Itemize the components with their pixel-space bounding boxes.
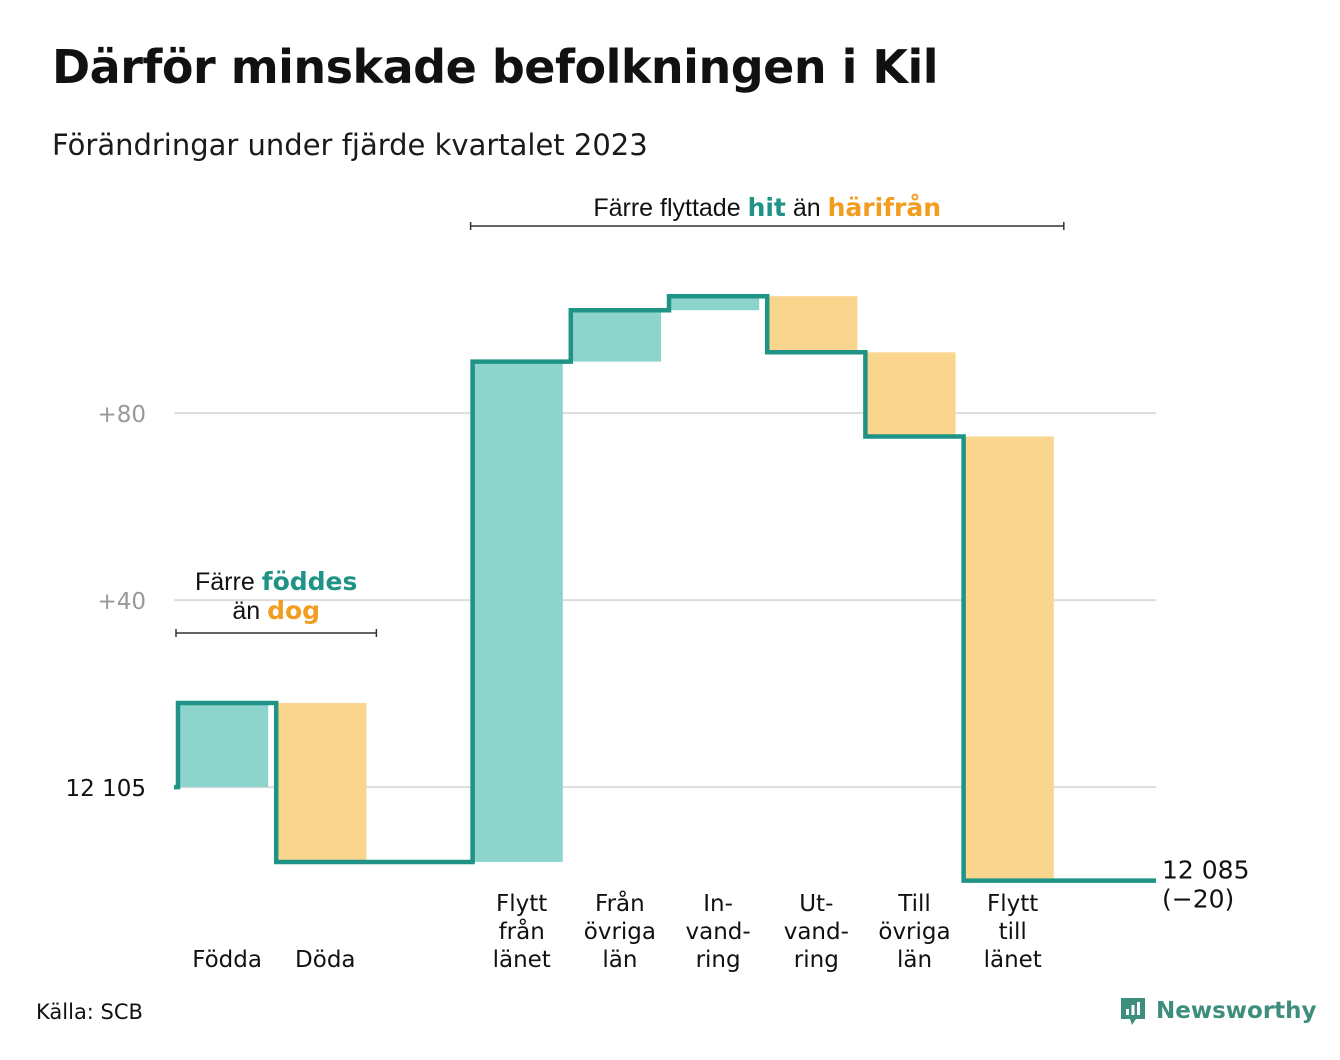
- page-title: Därför minskade befolkningen i Kil: [52, 40, 939, 94]
- bar: [472, 361, 563, 862]
- x-category-label: Födda: [192, 947, 262, 973]
- cumulative-step-line: [174, 293, 1156, 883]
- bar: [767, 296, 858, 353]
- label-layer: Födda Döda Flytt från länet Från övriga län In-v…: [192, 856, 1249, 973]
- source-note: Källa: SCB: [36, 1000, 143, 1024]
- newsworthy-logo-icon: [1121, 998, 1145, 1025]
- y-tick-label: +40: [97, 589, 146, 615]
- bar: [276, 702, 367, 862]
- line-layer: [174, 293, 1156, 883]
- annotation-line-1: Färre föddes: [195, 567, 357, 596]
- x-category-label: Flytt från länet: [493, 891, 551, 973]
- x-category-label: Till övriga län: [878, 891, 950, 973]
- end-change-label: (−20): [1162, 885, 1234, 914]
- y-tick-label: +80: [97, 402, 146, 428]
- page-subtitle: Förändringar under fjärde kvartalet 2023: [52, 128, 648, 162]
- annotation-line-2: än dog: [232, 596, 320, 625]
- bar-layer: [178, 296, 1054, 881]
- bar: [669, 296, 760, 311]
- x-category-label: Ut-vand-ring: [784, 891, 849, 973]
- end-value-label: 12 085: [1162, 856, 1249, 885]
- bar: [178, 702, 269, 788]
- brand[interactable]: Newsworthy: [1118, 995, 1317, 1027]
- x-category-label: Flytt till länet: [984, 891, 1042, 973]
- bar: [963, 436, 1054, 881]
- y-tick-label: 12 105: [66, 776, 146, 802]
- x-category-label: Från övriga län: [584, 889, 656, 973]
- bar: [570, 310, 661, 362]
- x-category-label: Döda: [295, 947, 355, 973]
- bar: [865, 352, 956, 437]
- x-category-label: In-vand-ring: [686, 891, 751, 973]
- annotation-text: Färre flyttade hit än härifrån: [593, 193, 941, 222]
- brand-name: Newsworthy: [1156, 998, 1317, 1024]
